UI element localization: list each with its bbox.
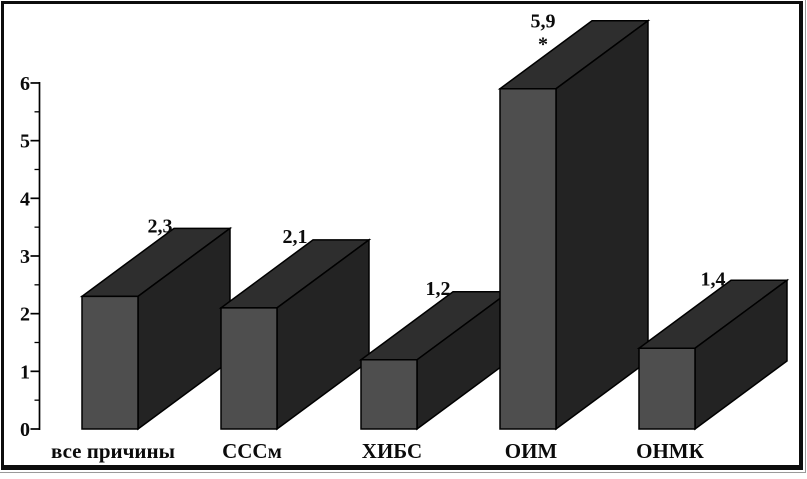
- bar-value-label: 2,3: [148, 215, 173, 237]
- y-tick-label: 2: [20, 304, 30, 326]
- bar-front-face: [638, 347, 696, 430]
- category-label: СССм: [222, 439, 282, 463]
- chart-frame-border: [1, 1, 803, 470]
- y-tick-label: 4: [20, 188, 30, 210]
- y-tick-label: 1: [20, 361, 30, 383]
- y-tick-label: 3: [20, 246, 30, 268]
- bar-front-face: [360, 359, 418, 430]
- significance-marker: *: [538, 34, 548, 56]
- bar-front-face: [81, 295, 139, 430]
- bar-value-label: 1,4: [701, 268, 726, 290]
- bar-front-face: [220, 307, 278, 430]
- bar-value-label: 1,2: [426, 278, 451, 300]
- bar-value-label: 2,1: [283, 226, 308, 248]
- category-label: ХИБС: [362, 439, 422, 463]
- category-label: ОИМ: [505, 439, 558, 463]
- bar-side-face: [555, 19, 649, 431]
- category-label: все причины: [51, 439, 175, 463]
- bar-front-face: [499, 87, 557, 430]
- category-label: ОНМК: [636, 439, 704, 463]
- y-tick-label: 6: [20, 73, 30, 95]
- bar-value-label: 5,9: [531, 11, 556, 33]
- y-tick-label: 0: [20, 419, 30, 441]
- y-tick-label: 5: [20, 131, 30, 153]
